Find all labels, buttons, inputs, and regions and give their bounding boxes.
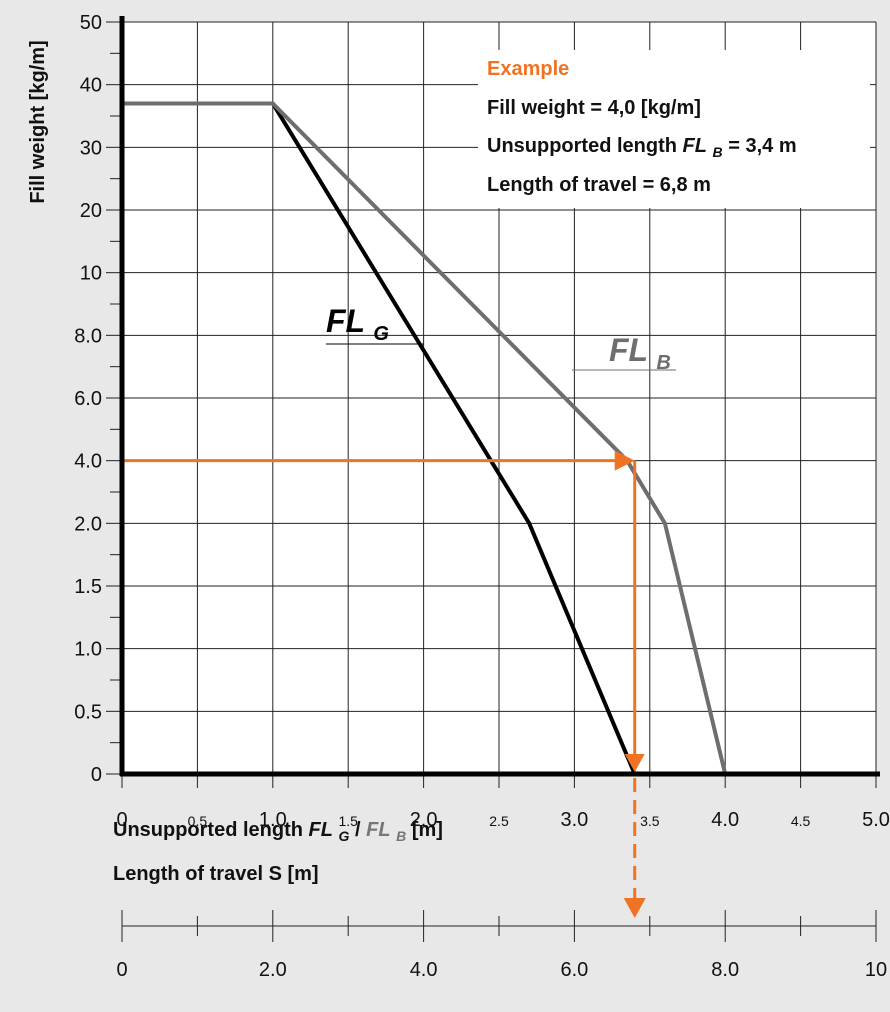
travel-tick-label: 6.0 xyxy=(560,959,588,981)
series-label-fl-g: FL G xyxy=(326,303,389,345)
example-travel-arrowhead xyxy=(623,898,646,918)
example-line-2: Unsupported length FL B = 3,4 m xyxy=(487,135,797,162)
travel-tick-label: 2.0 xyxy=(259,959,287,981)
x-tick-label: 4.0 xyxy=(711,809,739,831)
y-axis-label: Fill weight [kg/m] xyxy=(27,40,49,203)
example-line-2-fl: FL xyxy=(683,135,707,157)
y-tick-label: 6.0 xyxy=(74,388,102,410)
x-axis-label-fl-g-sub: G xyxy=(339,828,350,844)
series-label-fl-g-name: FL xyxy=(326,303,365,339)
y-tick-label: 10 xyxy=(80,263,102,285)
y-tick-label: 50 xyxy=(80,12,102,34)
x-tick-label: 2.5 xyxy=(489,813,509,829)
example-horizontal-arrowhead xyxy=(614,450,635,471)
travel-axis-label: Length of travel S [m] xyxy=(113,863,319,885)
x-tick-label: 2.0 xyxy=(410,809,438,831)
series-label-fl-b: FL B xyxy=(609,332,671,374)
y-tick-label: 8.0 xyxy=(74,325,102,347)
y-tick-label: 1.0 xyxy=(74,639,102,661)
x-axis-label-prefix: Unsupported length xyxy=(113,819,309,841)
travel-tick-label: 10 xyxy=(865,959,887,981)
y-tick-label: 30 xyxy=(80,137,102,159)
example-line-1: Fill weight = 4,0 [kg/m] xyxy=(487,97,701,119)
x-axis-label: Unsupported length FL G / FL B [m] xyxy=(113,819,443,846)
y-tick-label: 0 xyxy=(91,764,102,786)
example-box xyxy=(478,50,870,208)
x-tick-label: 0.5 xyxy=(188,813,208,829)
x-axis-label-fl-b-sub: B xyxy=(396,828,406,844)
series-label-fl-b-name: FL xyxy=(609,332,648,368)
example-line-2-suffix: = 3,4 m xyxy=(728,135,796,157)
x-tick-label: 0 xyxy=(116,809,127,831)
travel-tick-label: 0 xyxy=(116,959,127,981)
x-tick-label: 3.5 xyxy=(640,813,660,829)
x-tick-label: 1.5 xyxy=(338,813,358,829)
example-vertical-arrowhead xyxy=(624,754,645,772)
x-tick-label: 1.0 xyxy=(259,809,287,831)
example-line-2-sub: B xyxy=(713,144,723,160)
x-tick-label: 3.0 xyxy=(560,809,588,831)
x-axis-label-fl-b: FL xyxy=(366,819,390,841)
x-tick-label: 5.0 xyxy=(862,809,890,831)
travel-tick-label: 4.0 xyxy=(410,959,438,981)
series-label-fl-g-sub: G xyxy=(373,323,389,345)
x-tick-label: 4.5 xyxy=(791,813,811,829)
example-line-3: Length of travel = 6,8 m xyxy=(487,174,711,196)
y-tick-label: 4.0 xyxy=(74,451,102,473)
series-label-fl-b-sub: B xyxy=(656,352,670,374)
y-tick-label: 0.5 xyxy=(74,701,102,723)
x-axis-label-fl-g: FL xyxy=(309,819,333,841)
example-title: Example xyxy=(487,58,569,80)
x-axis-label-suffix: [m] xyxy=(412,819,443,841)
y-tick-label: 40 xyxy=(80,75,102,97)
y-tick-label: 20 xyxy=(80,200,102,222)
travel-tick-label: 8.0 xyxy=(711,959,739,981)
x-axis-label-slash: / xyxy=(355,819,366,841)
y-tick-label: 2.0 xyxy=(74,513,102,535)
y-tick-label: 1.5 xyxy=(74,576,102,598)
example-line-2-prefix: Unsupported length xyxy=(487,135,683,157)
